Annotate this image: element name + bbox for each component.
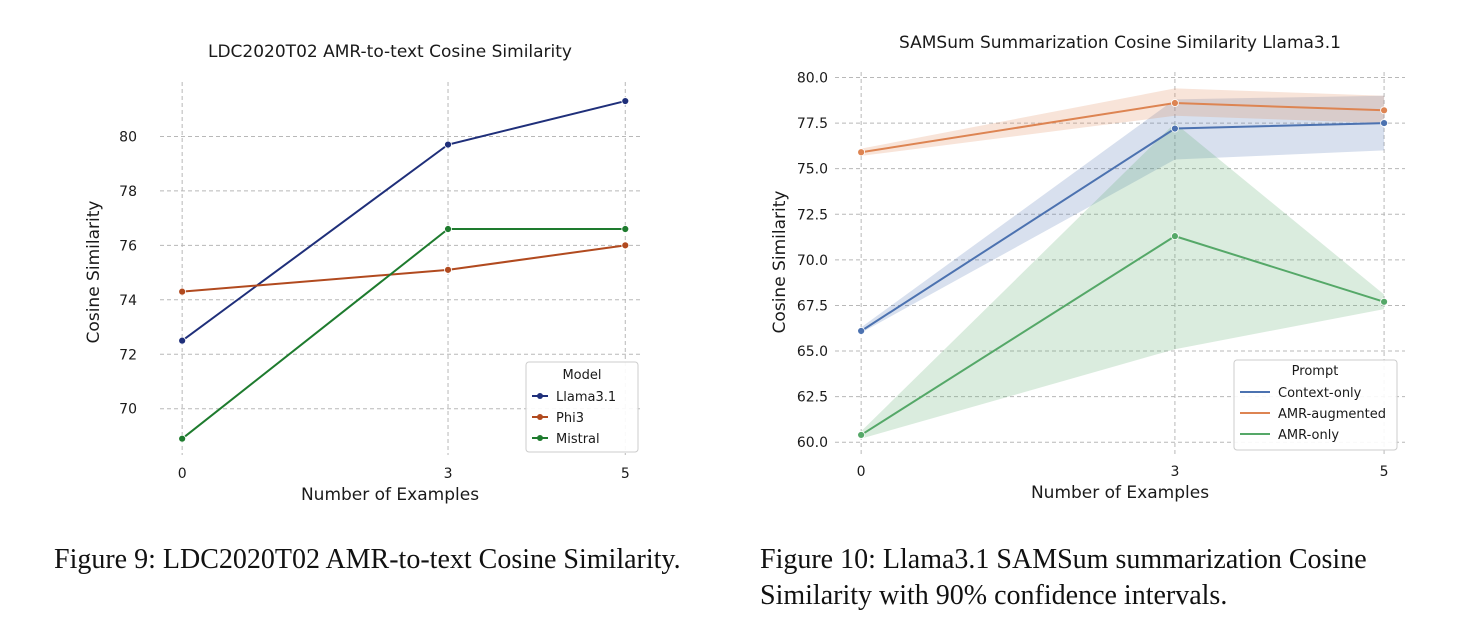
y-tick-label: 75.0 (797, 162, 828, 178)
data-point (1380, 106, 1388, 115)
legend-marker (537, 414, 543, 420)
data-point (621, 97, 630, 105)
legend-label: Mistral (556, 432, 600, 447)
legend-label: AMR-only (1278, 428, 1339, 443)
x-axis-label: Number of Examples (301, 485, 479, 505)
x-axis-ticks: 0 3 5 (857, 464, 1389, 480)
y-tick-label: 70.0 (797, 253, 828, 269)
ci-band (861, 95, 1385, 333)
y-axis-ticks: 70 72 74 76 78 80 (119, 129, 137, 417)
legend: Prompt Context-only AMR-augmented AMR-only (1233, 359, 1398, 451)
data-point (857, 148, 866, 157)
x-tick-label: 5 (621, 466, 630, 482)
y-axis-ticks: 60.0 62.5 65.0 67.5 70.0 72.5 75.0 77.5 80.0 (797, 70, 828, 451)
series-line (181, 100, 626, 342)
y-tick-label: 62.5 (797, 390, 828, 406)
data-point (1171, 124, 1179, 133)
y-tick-label: 80 (119, 129, 137, 145)
legend-label: Phi3 (556, 411, 584, 426)
y-tick-label: 65.0 (797, 344, 828, 360)
data-point (621, 241, 630, 250)
data-point (1380, 119, 1388, 127)
legend-label: Llama3.1 (556, 390, 616, 405)
legend-label: AMR-augmented (1278, 407, 1386, 422)
y-tick-label: 76 (119, 238, 137, 254)
legend-title: Model (562, 368, 601, 383)
series-group (178, 97, 630, 443)
y-tick-label: 70 (119, 402, 137, 418)
chart-title: SAMSum Summarization Cosine Similarity L… (899, 33, 1341, 53)
series-group (857, 99, 1388, 439)
y-axis-label: Cosine Similarity (84, 201, 104, 344)
figure-9-caption: Figure 9: LDC2020T02 AMR-to-text Cosine … (54, 544, 681, 575)
y-tick-label: 77.5 (797, 116, 828, 132)
legend-box (525, 361, 639, 453)
legend-marker (537, 435, 543, 441)
chart-title: LDC2020T02 AMR-to-text Cosine Similarity (208, 42, 572, 62)
y-tick-label: 74 (119, 293, 137, 309)
data-point (444, 140, 452, 149)
y-tick-label: 72 (119, 347, 137, 363)
y-tick-label: 67.5 (797, 298, 828, 314)
x-tick-label: 3 (1170, 464, 1179, 480)
data-point (1171, 232, 1179, 241)
x-tick-label: 0 (178, 466, 187, 482)
x-axis-ticks: 0 3 5 (178, 466, 630, 482)
y-tick-label: 80.0 (797, 70, 828, 86)
x-axis-label: Number of Examples (1031, 483, 1209, 503)
legend: Model Llama3.1 Phi3 Mistral (525, 361, 639, 453)
data-point (444, 265, 452, 274)
grid (835, 72, 1405, 455)
y-tick-label: 60.0 (797, 435, 828, 451)
x-tick-label: 3 (444, 466, 453, 482)
y-tick-label: 78 (119, 184, 137, 200)
chart-samsum: SAMSum Summarization Cosine Similarity L… (770, 33, 1405, 503)
data-point (1171, 99, 1179, 107)
legend-box (1233, 359, 1398, 451)
data-point (444, 225, 452, 233)
data-point (857, 431, 866, 439)
x-tick-label: 0 (857, 464, 866, 480)
chart-ldc2020t02: LDC2020T02 AMR-to-text Cosine Similarity… (84, 42, 643, 505)
data-point (1380, 297, 1388, 306)
legend-title: Prompt (1292, 364, 1339, 379)
series-line (182, 244, 626, 293)
data-point (178, 287, 187, 296)
data-point (621, 225, 630, 233)
x-tick-label: 5 (1380, 464, 1389, 480)
data-point (178, 434, 187, 443)
data-point (178, 336, 187, 345)
y-tick-label: 72.5 (797, 207, 828, 223)
ci-band (861, 123, 1385, 439)
figure-10-caption: Figure 10: Llama3.1 SAMSum summarization… (760, 544, 1367, 611)
data-point (857, 327, 866, 335)
legend-marker (537, 393, 543, 399)
legend-label: Context-only (1278, 386, 1362, 401)
y-axis-label: Cosine Similarity (770, 191, 790, 334)
